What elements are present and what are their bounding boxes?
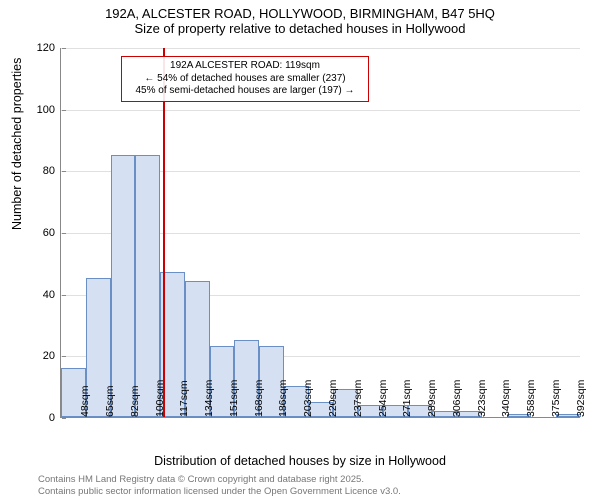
- marker-line: [163, 48, 165, 417]
- footer-credits: Contains HM Land Registry data © Crown c…: [38, 474, 401, 497]
- title-block: 192A, ALCESTER ROAD, HOLLYWOOD, BIRMINGH…: [0, 0, 600, 36]
- footer-line-1: Contains HM Land Registry data © Crown c…: [38, 474, 401, 485]
- y-axis-label: Number of detached properties: [10, 58, 24, 230]
- y-tick-label: 60: [43, 227, 61, 239]
- x-tick-label: 306sqm: [447, 380, 463, 417]
- x-tick-label: 220sqm: [323, 380, 339, 417]
- x-tick-label: 151sqm: [224, 380, 240, 417]
- x-axis-label: Distribution of detached houses by size …: [0, 454, 600, 468]
- gridline: [61, 48, 580, 49]
- x-tick-label: 289sqm: [422, 380, 438, 417]
- y-tick-label: 40: [43, 289, 61, 301]
- x-tick-label: 358sqm: [521, 380, 537, 417]
- x-tick-label: 186sqm: [273, 380, 289, 417]
- x-tick-label: 392sqm: [571, 380, 587, 417]
- x-tick-label: 271sqm: [397, 380, 413, 417]
- x-tick-label: 168sqm: [249, 380, 265, 417]
- x-tick-label: 65sqm: [100, 385, 116, 417]
- y-tick-label: 80: [43, 165, 61, 177]
- annotation-line-3: 45% of semi-detached houses are larger (…: [128, 85, 362, 98]
- y-tick-label: 0: [49, 412, 61, 424]
- title-line-1: 192A, ALCESTER ROAD, HOLLYWOOD, BIRMINGH…: [0, 6, 600, 21]
- x-tick-label: 237sqm: [348, 380, 364, 417]
- annotation-line-2: ← 54% of detached houses are smaller (23…: [128, 73, 362, 86]
- y-tick-label: 120: [37, 42, 61, 54]
- x-tick-label: 82sqm: [125, 385, 141, 417]
- annotation-line-1: 192A ALCESTER ROAD: 119sqm: [128, 60, 362, 73]
- footer-line-2: Contains public sector information licen…: [38, 486, 401, 497]
- histogram-bar: [111, 155, 136, 417]
- chart-container: 192A, ALCESTER ROAD, HOLLYWOOD, BIRMINGH…: [0, 0, 600, 500]
- x-tick-label: 375sqm: [546, 380, 562, 417]
- annotation-callout: 192A ALCESTER ROAD: 119sqm ← 54% of deta…: [121, 56, 369, 102]
- y-tick-label: 20: [43, 350, 61, 362]
- x-tick-label: 134sqm: [199, 380, 215, 417]
- histogram-bar: [135, 155, 160, 417]
- x-tick-label: 323sqm: [472, 380, 488, 417]
- x-tick-label: 340sqm: [496, 380, 512, 417]
- x-tick-label: 48sqm: [75, 385, 91, 417]
- title-line-2: Size of property relative to detached ho…: [0, 21, 600, 36]
- x-tick-label: 254sqm: [373, 380, 389, 417]
- y-tick-label: 100: [37, 104, 61, 116]
- gridline: [61, 110, 580, 111]
- x-tick-label: 203sqm: [298, 380, 314, 417]
- x-tick-label: 117sqm: [174, 380, 190, 417]
- plot-area: 02040608010012048sqm65sqm82sqm100sqm117s…: [60, 48, 580, 418]
